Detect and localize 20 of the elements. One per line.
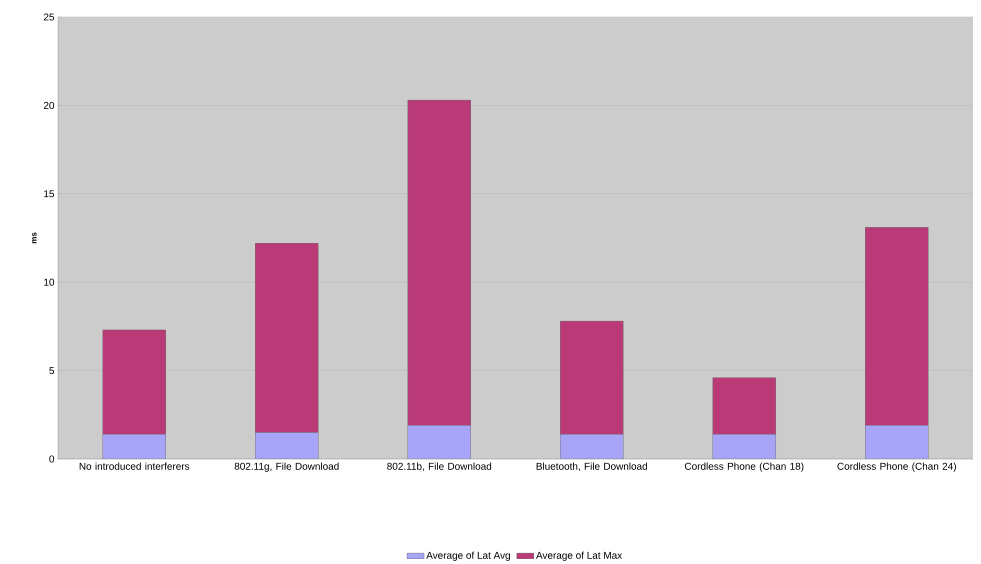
bar [255,432,318,459]
y-tick-label: 5 [49,366,54,374]
y-tick-label: 25 [44,13,54,20]
bar [102,434,166,459]
y-tick-label: 0 [49,455,54,462]
bar [560,434,624,459]
x-tick-label: Cordless Phone (Chan 18) [684,462,804,472]
x-tick-label: 802.11b, File Download [387,462,492,471]
x-tick-label: Bluetooth, File Download [536,462,648,471]
x-tick-label: No introduced interferers [80,462,190,470]
y-tick-label: 20 [44,102,54,109]
bar [408,425,471,459]
legend-label: Average of Lat Avg [426,551,510,561]
y-tick-label: 10 [44,278,54,286]
x-tick-label: 802.11g, File Download [234,462,339,472]
bar [865,425,928,459]
legend-label: Average of Lat Max [536,551,622,561]
bar [712,434,776,459]
x-tick-label: Cordless Phone (Chan 24) [837,462,956,472]
y-tick-label: 15 [44,190,54,198]
